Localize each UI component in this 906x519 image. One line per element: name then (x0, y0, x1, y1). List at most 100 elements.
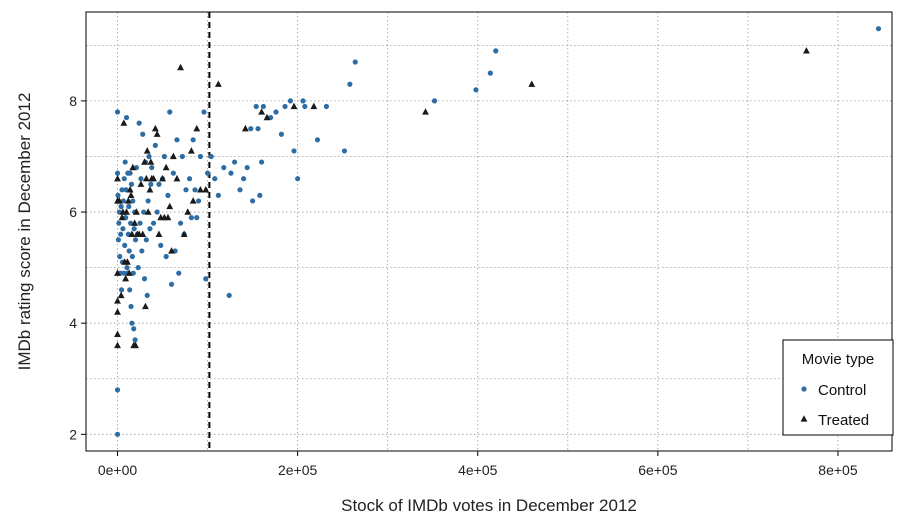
point-treated-51 (177, 63, 184, 71)
point-control-29 (126, 248, 132, 254)
point-treated-50 (173, 174, 181, 182)
point-control-50 (139, 248, 145, 254)
point-control-115 (300, 98, 306, 104)
point-control-110 (278, 131, 285, 137)
point-treated-31 (142, 302, 149, 310)
point-control-16 (120, 198, 126, 204)
point-control-5 (115, 237, 122, 243)
point-control-31 (127, 170, 133, 176)
point-control-51 (140, 131, 146, 137)
point-control-40 (131, 226, 137, 232)
point-control-2 (114, 109, 121, 115)
point-treated-56 (193, 124, 201, 132)
point-control-91 (208, 153, 214, 160)
point-control-124 (487, 70, 493, 76)
point-control-75 (174, 137, 180, 143)
point-treated-13 (122, 274, 130, 282)
point-control-8 (117, 253, 123, 260)
point-control-43 (132, 237, 139, 243)
point-control-99 (240, 176, 247, 182)
point-control-28 (126, 203, 132, 210)
point-control-34 (128, 181, 135, 187)
point-control-69 (163, 253, 169, 260)
point-treated-35 (146, 186, 154, 193)
point-control-90 (204, 170, 211, 176)
point-control-53 (141, 276, 148, 282)
point-control-118 (323, 103, 330, 110)
point-control-85 (194, 215, 200, 221)
point-treated-43 (159, 174, 166, 182)
point-treated-9 (118, 213, 126, 221)
point-control-116 (302, 103, 308, 110)
point-control-58 (146, 153, 152, 160)
point-treated-39 (151, 124, 159, 132)
point-treated-34 (144, 208, 152, 215)
x-axis-title: Stock of IMDb votes in December 2012 (341, 496, 637, 515)
point-control-60 (148, 181, 154, 187)
point-treated-16 (124, 197, 132, 204)
point-treated-65 (422, 108, 429, 115)
point-control-94 (221, 164, 227, 171)
point-treated-11 (120, 119, 128, 126)
point-control-111 (282, 103, 288, 110)
point-control-105 (257, 192, 263, 198)
y-tick-label: 2 (69, 426, 77, 442)
y-tick-label: 4 (69, 315, 77, 331)
point-control-123 (473, 87, 479, 93)
point-control-23 (123, 114, 130, 121)
point-treated-49 (169, 152, 177, 160)
point-control-86 (195, 198, 202, 204)
point-control-114 (295, 176, 301, 182)
point-treated-19 (127, 191, 135, 199)
grid-layer (86, 12, 892, 451)
point-treated-40 (153, 130, 161, 137)
point-treated-3 (114, 297, 121, 304)
point-control-46 (135, 265, 141, 271)
point-control-103 (253, 103, 259, 110)
point-control-98 (237, 187, 243, 193)
point-treated-2 (114, 308, 121, 315)
point-control-37 (130, 198, 136, 204)
y-tick-label: 6 (69, 204, 77, 220)
y-axis-title: IMDb rating score in December 2012 (15, 93, 34, 371)
legend-box (782, 339, 894, 436)
point-control-19 (122, 242, 128, 248)
point-control-38 (130, 270, 136, 276)
point-treated-0 (114, 341, 121, 349)
point-control-87 (197, 153, 203, 160)
point-control-1 (114, 387, 121, 393)
point-control-109 (273, 109, 279, 115)
point-control-48 (137, 220, 143, 226)
point-treated-58 (202, 186, 210, 193)
point-treated-21 (129, 163, 137, 171)
point-control-0 (114, 431, 121, 437)
point-control-57 (145, 198, 151, 204)
point-control-100 (244, 164, 250, 171)
point-treated-1 (114, 330, 121, 337)
point-treated-25 (133, 208, 140, 215)
point-control-42 (132, 337, 138, 343)
point-control-10 (118, 231, 124, 237)
point-control-113 (291, 148, 297, 154)
point-treated-18 (126, 186, 134, 193)
point-control-64 (154, 209, 160, 215)
point-control-4 (115, 192, 121, 198)
point-control-33 (128, 303, 134, 310)
point-treated-62 (263, 113, 271, 121)
point-treated-67 (803, 47, 810, 54)
point-treated-7 (115, 197, 123, 204)
point-treated-4 (114, 269, 121, 276)
x-tick-label: 4e+05 (458, 462, 498, 478)
point-control-73 (170, 170, 176, 176)
point-treated-28 (137, 180, 145, 187)
point-treated-53 (184, 208, 192, 215)
point-control-47 (136, 120, 142, 126)
point-treated-48 (168, 247, 175, 254)
point-control-77 (177, 220, 184, 226)
point-control-71 (167, 109, 173, 115)
point-control-93 (215, 192, 221, 198)
point-control-59 (147, 226, 153, 232)
point-control-11 (118, 203, 124, 210)
point-control-20 (122, 159, 128, 165)
point-control-63 (152, 142, 158, 148)
